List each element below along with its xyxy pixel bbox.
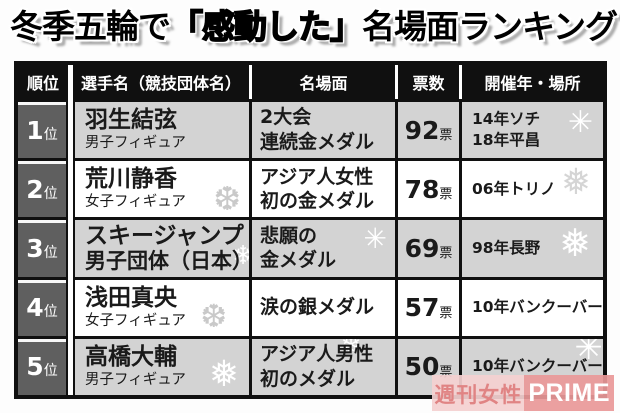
scene-line: 悲願の [260, 224, 318, 247]
venue-line: 98年長野 [472, 239, 541, 258]
venue-line: 06年トリノ [472, 179, 556, 198]
votes-unit: 票 [439, 187, 453, 203]
rank-number: 4 [26, 293, 44, 323]
snowflake-icon: ❅ [559, 221, 591, 266]
scene-line: 金メダル [260, 249, 337, 272]
rank-unit: 位 [43, 126, 58, 143]
scene-cell-1: 2大会 連続金メダル [249, 99, 395, 159]
venue-cell-4: 10年バンクーバー [459, 276, 603, 336]
publisher-watermark: 週刊女性 PRIME [432, 375, 614, 411]
venue-cell-3: ❅ 98年長野 [459, 217, 603, 277]
scene-cell-3: ✳ 悲願の 金メダル [249, 217, 395, 277]
snowflake-icon: ✳ [567, 105, 593, 140]
scene-line: 連続金メダル [260, 131, 375, 154]
snowflake-icon: ❅ [560, 162, 591, 204]
header-votes: 票数 [395, 65, 459, 99]
header-rank: 順位 [18, 65, 68, 99]
athlete-cell-2: ❆ 荒川静香 女子フィギュア [73, 158, 249, 218]
rank-number: 1 [26, 115, 44, 145]
snowflake-icon: ❆ [200, 296, 227, 335]
header-venue: 開催年・場所 [459, 65, 603, 99]
scene-line: 2大会 [260, 106, 312, 129]
votes-cell-1: 92 票 [395, 99, 459, 159]
rank-number: 3 [26, 233, 44, 263]
page-title: 冬季五輪で「感動した」名場面ランキング [10, 5, 618, 50]
athlete-category: 女子フィギュア [85, 194, 186, 211]
watermark-jp-label: 週刊女性 [432, 375, 525, 411]
athlete-category: 女子フィギュア [85, 312, 186, 329]
votes-unit: 票 [439, 128, 453, 144]
votes-unit: 票 [439, 246, 453, 262]
snowflake-icon: ❄ [232, 243, 249, 269]
athlete-cell-3: ❄ スキージャンプ 男子団体（日本） [73, 217, 249, 277]
athlete-cell-5: ❅ 高橋大輔 男子フィギュア [73, 335, 249, 395]
venue-cell-2: ❅ 06年トリノ [459, 158, 603, 218]
header-athlete: 選手名（競技団体名） [73, 65, 249, 99]
title-post: 名場面ランキング [362, 7, 618, 46]
rank-unit: 位 [43, 185, 58, 202]
athlete-name: 浅田真央 [85, 284, 177, 311]
votes-cell-2: 78 票 [395, 158, 459, 218]
votes-number: 57 [404, 293, 440, 323]
venue-line: 10年バンクーバー [472, 357, 603, 376]
rank-column-divider [68, 65, 73, 395]
athlete-name: 高橋大輔 [85, 343, 177, 370]
venue-cell-1: ✳ 14年ソチ 18年平昌 [459, 99, 603, 159]
title-pre: 冬季五輪で [10, 7, 171, 46]
athlete-category: 男子団体（日本） [85, 248, 249, 273]
venue-line: 14年ソチ [472, 110, 541, 129]
rank-number: 2 [26, 174, 44, 204]
athlete-name: スキージャンプ [85, 222, 244, 249]
rank-unit: 位 [43, 304, 58, 321]
scene-line: 初のメダル [260, 367, 356, 390]
athlete-category: 男子フィギュア [85, 371, 186, 388]
rank-number: 5 [26, 352, 44, 382]
snowflake-icon: ✳ [574, 335, 604, 368]
rank-unit: 位 [43, 244, 58, 261]
watermark-brand-label: PRIME [524, 375, 614, 411]
votes-number: 69 [404, 233, 440, 263]
snowflake-icon: ❅ [208, 354, 239, 395]
venue-line: 10年バンクーバー [472, 298, 603, 317]
scene-cell-5: ❄ アジア人男性 初のメダル [249, 335, 395, 395]
scene-cell-4: 涙の銀メダル [249, 276, 395, 336]
scene-line: アジア人女性 [260, 165, 374, 188]
athlete-category: 男子フィギュア [85, 134, 186, 151]
title-emphasis: 「感動した」 [169, 6, 364, 47]
snowflake-icon: ✳ [363, 222, 387, 256]
scene-line: 涙の銀メダル [260, 296, 375, 319]
athlete-cell-4: ❆ 浅田真央 女子フィギュア [73, 276, 249, 336]
scene-line: アジア人男性 [260, 343, 374, 366]
votes-unit: 票 [439, 305, 453, 321]
header-scene: 名場面 [249, 65, 395, 99]
athlete-name: 荒川静香 [85, 166, 177, 193]
snowflake-icon: ❆ [213, 179, 241, 218]
votes-number: 78 [404, 174, 440, 204]
votes-cell-5: 50 票 [395, 335, 459, 395]
votes-cell-4: 57 票 [395, 276, 459, 336]
scene-line: 初の金メダル [260, 190, 375, 213]
votes-number: 92 [404, 115, 440, 145]
venue-line: 18年平昌 [472, 131, 541, 150]
snowflake-icon: ❄ [340, 335, 361, 359]
scene-cell-2: アジア人女性 初の金メダル [249, 158, 395, 218]
athlete-cell-1: 羽生結弦 男子フィギュア [73, 99, 249, 159]
votes-cell-3: 69 票 [395, 217, 459, 277]
athlete-name: 羽生結弦 [85, 107, 177, 134]
rank-unit: 位 [43, 363, 58, 380]
